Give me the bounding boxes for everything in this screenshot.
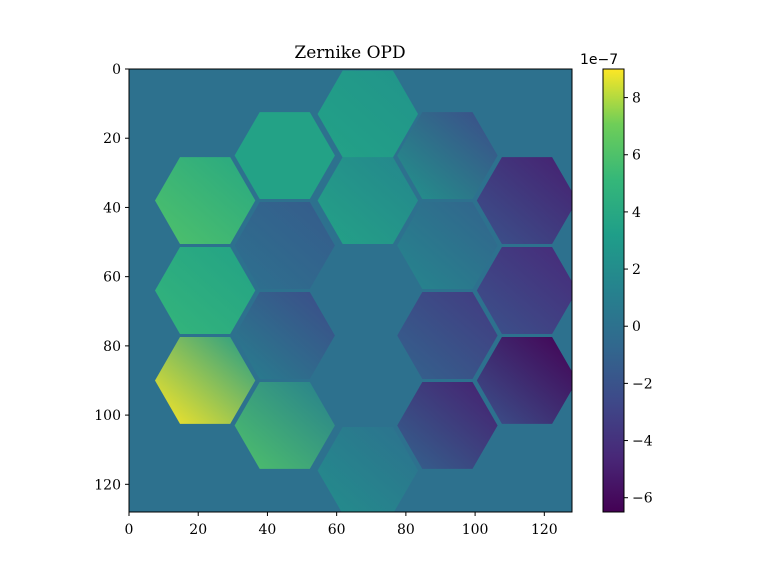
mirror-segment-13 — [155, 337, 256, 424]
mirror-segment-17 — [317, 427, 418, 512]
mirror-segment-6 — [476, 157, 572, 244]
colorbar-tick-label: 4 — [632, 205, 641, 221]
x-tick-label: 20 — [189, 522, 207, 538]
colorbar-axis: 8 6 4 2 0 −2 −4 −6 — [624, 91, 653, 507]
colorbar-tick-label: −2 — [632, 376, 653, 392]
chart-title: Zernike OPD — [294, 43, 405, 63]
colorbar-offset-text: 1e−7 — [580, 52, 618, 68]
y-tick-label: 80 — [103, 339, 121, 355]
mirror-segment-2 — [234, 112, 335, 199]
mirror-segment-15 — [234, 382, 335, 469]
y-tick-label: 40 — [103, 200, 121, 216]
mirror-segment-10 — [476, 247, 572, 334]
y-tick-label: 0 — [112, 62, 121, 78]
y-tick-label: 20 — [103, 131, 121, 147]
colorbar-tick-label: 8 — [632, 91, 641, 107]
mirror-segment-14 — [476, 337, 572, 424]
y-tick-label: 100 — [94, 408, 121, 424]
x-tick-label: 80 — [397, 522, 415, 538]
colorbar-tick-label: 6 — [632, 148, 641, 164]
mirror-segment-4 — [317, 157, 418, 244]
mirror-segment-16 — [397, 382, 498, 469]
x-tick-label: 0 — [125, 522, 134, 538]
y-tick-label: 60 — [103, 270, 121, 286]
mirror-segment-8 — [397, 202, 498, 289]
x-tick-label: 100 — [462, 522, 489, 538]
x-tick-label: 60 — [328, 522, 346, 538]
colorbar-tick-label: 0 — [632, 319, 641, 335]
mirror-segment-1 — [317, 70, 418, 158]
mirror-segment-5 — [155, 157, 256, 244]
y-axis: 0 20 40 60 80 100 120 — [94, 62, 129, 493]
heatmap-image — [129, 69, 572, 512]
plot-frame — [128, 68, 573, 513]
mirror-segment-3 — [397, 112, 498, 199]
x-axis: 0 20 40 60 80 100 120 — [125, 512, 558, 538]
x-tick-label: 40 — [259, 522, 277, 538]
colorbar-tick-label: 2 — [632, 262, 641, 278]
mirror-segment-7 — [234, 202, 335, 289]
mirror-segment-12 — [397, 292, 498, 379]
colorbar — [602, 68, 625, 513]
mirror-segment-11 — [234, 292, 335, 379]
mirror-segment-9 — [155, 247, 256, 334]
x-tick-label: 120 — [531, 522, 558, 538]
y-tick-label: 120 — [94, 477, 121, 493]
colorbar-tick-label: −6 — [632, 491, 653, 507]
colorbar-tick-label: −4 — [632, 434, 653, 450]
